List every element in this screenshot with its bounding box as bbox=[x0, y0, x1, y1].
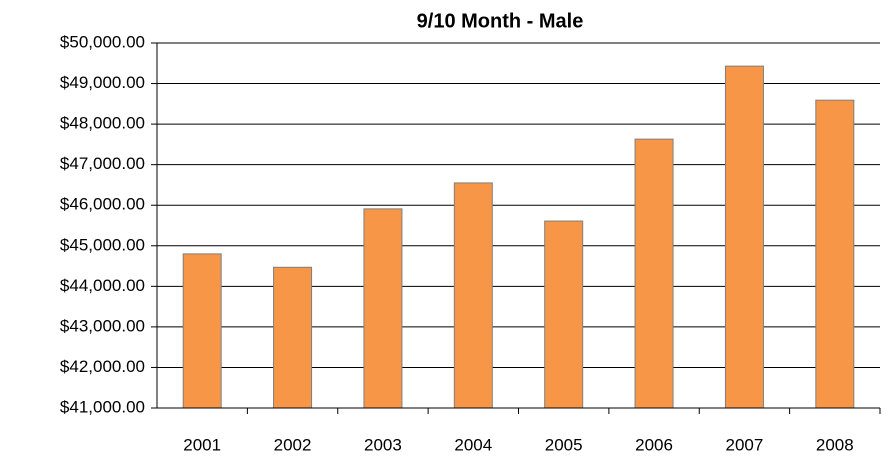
x-tick-label: 2003 bbox=[364, 435, 402, 454]
x-tick-label: 2008 bbox=[816, 435, 854, 454]
y-tick-label: $42,000.00 bbox=[60, 357, 145, 376]
y-tick-label: $44,000.00 bbox=[60, 276, 145, 295]
bar bbox=[544, 220, 584, 409]
bar bbox=[363, 208, 403, 409]
y-tick-label: $49,000.00 bbox=[60, 73, 145, 92]
x-tick-label: 2007 bbox=[726, 435, 764, 454]
x-tick-label: 2001 bbox=[183, 435, 221, 454]
chart-title: 9/10 Month - Male bbox=[417, 10, 584, 32]
y-tick-label: $45,000.00 bbox=[60, 235, 145, 254]
bar bbox=[815, 99, 855, 409]
x-tick-label: 2005 bbox=[545, 435, 583, 454]
bar bbox=[724, 65, 764, 409]
x-tick-label: 2004 bbox=[454, 435, 492, 454]
bar bbox=[273, 266, 313, 409]
x-tick-label: 2006 bbox=[635, 435, 673, 454]
bar bbox=[634, 138, 674, 409]
bar bbox=[453, 182, 493, 409]
y-tick-label: $41,000.00 bbox=[60, 397, 145, 416]
y-tick-label: $50,000.00 bbox=[60, 32, 145, 51]
bar bbox=[182, 253, 222, 409]
y-tick-label: $46,000.00 bbox=[60, 195, 145, 214]
y-tick-label: $48,000.00 bbox=[60, 114, 145, 133]
y-tick-label: $47,000.00 bbox=[60, 154, 145, 173]
y-tick-label: $43,000.00 bbox=[60, 316, 145, 335]
x-tick-label: 2002 bbox=[274, 435, 312, 454]
